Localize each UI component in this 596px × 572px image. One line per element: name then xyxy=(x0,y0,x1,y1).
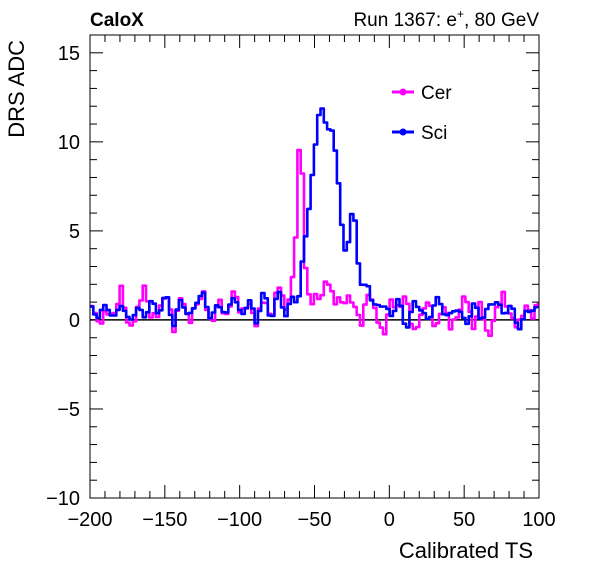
header-right-sup: + xyxy=(457,7,464,21)
header-right-run: Run 1367: e xyxy=(353,10,457,31)
header-right-tail: , 80 GeV xyxy=(464,10,539,31)
x-tick-label: −200 xyxy=(67,509,112,531)
y-tick-label: −10 xyxy=(46,488,80,510)
header-right-label: Run 1367: e+, 80 GeV xyxy=(353,7,539,31)
y-tick-label: 15 xyxy=(58,43,80,65)
legend: Cer Sci xyxy=(392,83,452,144)
legend-marker-cer xyxy=(399,88,407,96)
axis-ticks xyxy=(89,34,540,499)
x-tick-label: 0 xyxy=(384,509,395,531)
y-axis-label: DRS ADC xyxy=(4,40,29,138)
plot-frame xyxy=(89,34,540,499)
x-tick-label: 100 xyxy=(522,509,555,531)
legend-label-sci: Sci xyxy=(421,123,447,144)
legend-label-cer: Cer xyxy=(421,83,452,104)
y-tick-label: −5 xyxy=(57,399,80,421)
legend-marker-sci xyxy=(399,128,407,136)
series-line-sci xyxy=(90,107,540,331)
series-group xyxy=(90,107,540,337)
y-tick-label: 10 xyxy=(58,132,80,154)
header-left-label: CaloX xyxy=(90,10,144,31)
x-tick-label: 50 xyxy=(453,509,475,531)
y-tick-label: 5 xyxy=(69,221,80,243)
x-tick-label: −50 xyxy=(298,509,332,531)
y-tick-label: 0 xyxy=(69,310,80,332)
x-tick-label: −100 xyxy=(217,509,262,531)
x-axis-label: Calibrated TS xyxy=(399,538,533,563)
x-tick-label: −150 xyxy=(142,509,187,531)
